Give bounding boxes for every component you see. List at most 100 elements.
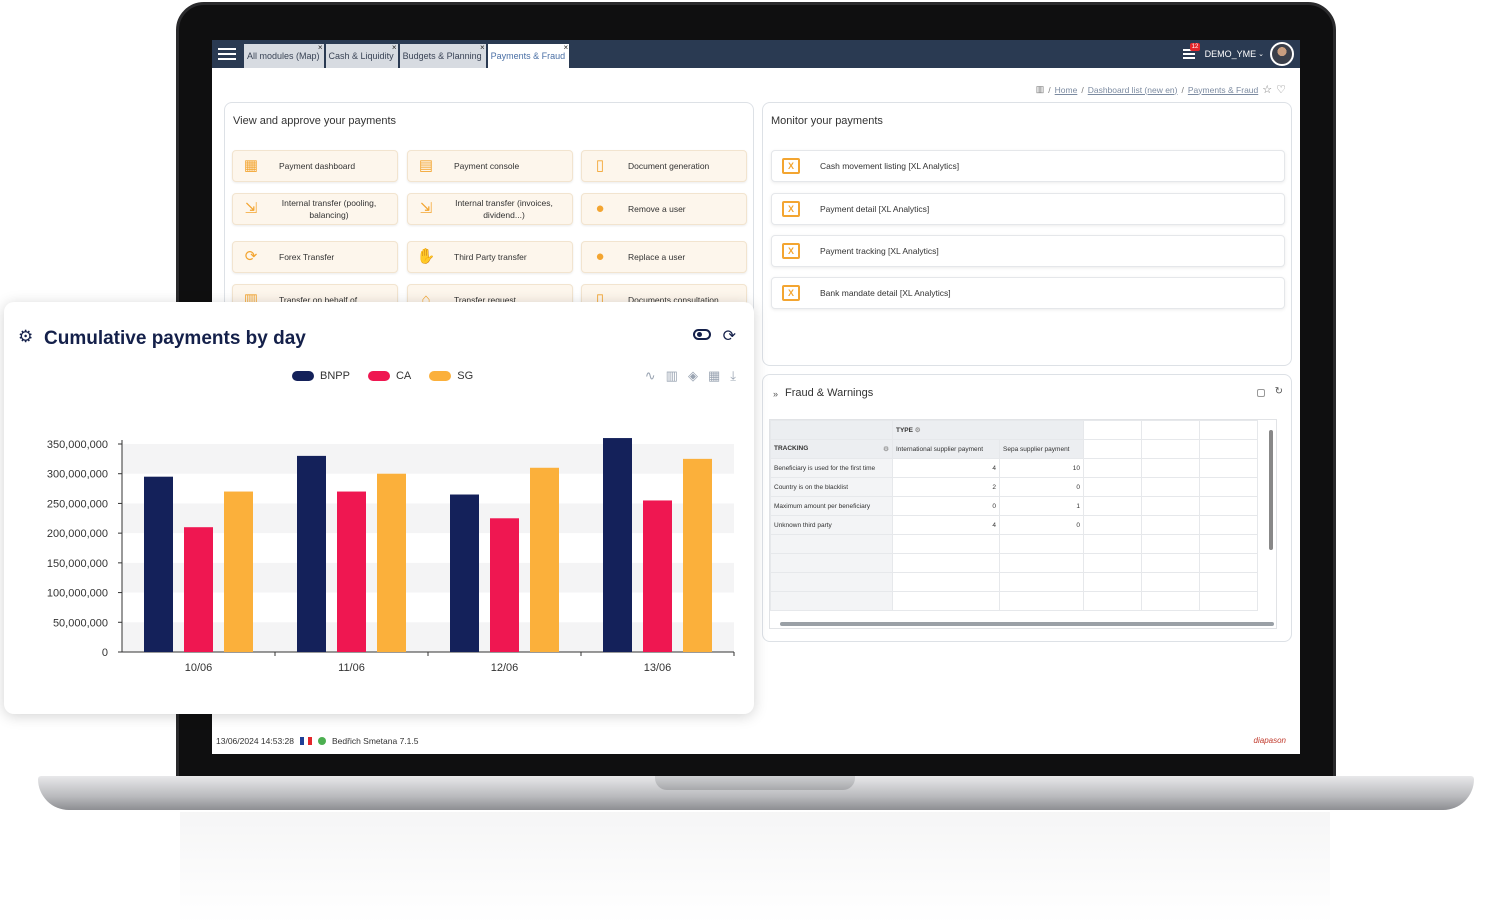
laptop-reflection (180, 812, 1330, 924)
breadcrumb-dashboard[interactable]: Dashboard list (new en) (1087, 84, 1178, 95)
remove-user-button[interactable]: ● Remove a user (581, 193, 747, 225)
hamburger-menu-icon[interactable] (218, 46, 236, 62)
refresh-icon[interactable]: ↻ (1274, 386, 1283, 397)
legend-label: CA (395, 370, 412, 382)
bar-ca-13-06 (643, 500, 672, 652)
chart-title: Cumulative payments by day (44, 328, 306, 349)
cell-value[interactable]: 1 (999, 496, 1084, 516)
bar-ca-10-06 (184, 527, 213, 652)
monitor-payments-panel: Monitor your payments X Cash movement lis… (762, 102, 1292, 366)
close-icon[interactable]: × (391, 43, 397, 52)
table-row: Maximum amount per beneficiary 0 1 (770, 496, 1258, 516)
horizontal-scrollbar[interactable] (780, 622, 1274, 626)
stack-icon[interactable]: ◈ (687, 368, 698, 383)
bar-ca-11-06 (337, 491, 366, 652)
cell-value[interactable]: 0 (892, 496, 1000, 516)
legend-swatch (429, 371, 452, 381)
bar-bnpp-11-06 (297, 455, 326, 652)
fraud-warnings-panel: » Fraud & Warnings ↻ TYPE ⚙ TRACKING ⚙ In… (762, 374, 1292, 642)
tab-all-modules[interactable]: All modules (Map) × (244, 43, 324, 68)
filter-icon[interactable]: ⚙ (883, 446, 889, 453)
heart-icon[interactable]: ♡ (1276, 84, 1286, 96)
cell-value[interactable]: 4 (892, 458, 1000, 478)
chevron-right-icon[interactable]: » (773, 389, 779, 399)
document-generation-button[interactable]: ▯ Document generation (581, 150, 747, 182)
gear-icon[interactable]: ⚙ (18, 327, 34, 346)
line-chart-icon[interactable]: ∿ (644, 368, 656, 383)
y-tick-label: 200,000,000 (47, 528, 108, 540)
tab-label: All modules (Map) (247, 51, 320, 61)
row-label: Country is on the blacklist (770, 477, 893, 497)
tab-label: Payments & Fraud (490, 51, 566, 61)
bank-mandate-detail-link[interactable]: X Bank mandate detail [XL Analytics] (771, 277, 1285, 309)
internal-transfer-pooling-button[interactable]: ⇲ Internal transfer (pooling, balancing) (232, 193, 398, 225)
footer-version: Bedřich Smetana 7.1.5 (332, 736, 419, 746)
refresh-icon[interactable]: ⟳ (722, 328, 736, 345)
chevron-down-icon[interactable]: ⌄ (1258, 51, 1264, 58)
x-tick-label: 11/06 (338, 662, 365, 674)
bar-bnpp-12-06 (450, 494, 479, 652)
module-tabs: All modules (Map) × Cash & Liquidity × Bud… (244, 43, 570, 68)
download-icon[interactable]: ⤓ (730, 368, 736, 383)
replace-user-button[interactable]: ● Replace a user (581, 241, 747, 273)
payment-console-button[interactable]: ▤ Payment console (407, 150, 573, 182)
chart-header-actions: ⟳ (692, 326, 736, 346)
avatar[interactable] (1270, 42, 1294, 66)
tab-budgets-planning[interactable]: Budgets & Planning × (399, 43, 486, 68)
table-row: Beneficiary is used for the first time 4 1… (770, 458, 1258, 478)
y-tick-label: 300,000,000 (47, 469, 108, 481)
user-icon: ● (595, 200, 605, 217)
cash-movement-listing-link[interactable]: X Cash movement listing [XL Analytics] (771, 150, 1285, 182)
legend-swatch (292, 371, 314, 381)
close-icon[interactable]: × (479, 43, 485, 52)
breadcrumb-current[interactable]: Payments & Fraud (1187, 84, 1259, 95)
column-header[interactable]: Sepa supplier payment (999, 439, 1084, 459)
third-party-transfer-button[interactable]: ✋ Third Party transfer (407, 241, 573, 273)
footer-datetime: 13/06/2024 14:53:28 (216, 736, 294, 746)
monitor-label: Payment detail [XL Analytics] (820, 204, 930, 214)
cell-value[interactable]: 0 (999, 477, 1084, 497)
cell-value[interactable]: 4 (892, 515, 1000, 535)
legend-item-bnpp[interactable]: BNPP (292, 370, 350, 382)
grid-band (122, 444, 734, 474)
notifications-icon[interactable]: 12 (1182, 43, 1201, 61)
action-label: Document generation (628, 161, 710, 171)
tab-payments-fraud[interactable]: Payments & Fraud × (487, 43, 570, 68)
filter-icon[interactable]: ⚙ (914, 427, 921, 434)
tab-cash-liquidity[interactable]: Cash & Liquidity × (325, 43, 398, 68)
payment-detail-link[interactable]: X Payment detail [XL Analytics] (771, 193, 1285, 225)
legend-item-ca[interactable]: CA (367, 370, 412, 382)
payment-dashboard-button[interactable]: ▦ Payment dashboard (232, 150, 398, 182)
tab-label: Budgets & Planning (402, 51, 482, 61)
vertical-scrollbar[interactable] (1268, 420, 1274, 590)
bar-chart: 0 50,000,000 100,000,000 150,000,000 200,000… (47, 438, 735, 674)
french-flag-icon[interactable] (300, 737, 312, 745)
legend-label: BNPP (320, 370, 350, 382)
close-icon[interactable]: × (563, 43, 569, 52)
y-tick-label: 150,000,000 (47, 558, 108, 570)
toggle-icon[interactable] (692, 329, 711, 340)
y-tick-label: 0 (102, 647, 108, 659)
payment-tracking-link[interactable]: X Payment tracking [XL Analytics] (771, 235, 1285, 267)
bar-sg-11-06 (377, 473, 406, 652)
column-header[interactable]: International supplier payment (892, 439, 1000, 459)
bar-chart-icon[interactable]: ▥ (665, 368, 678, 383)
action-label: Payment console (454, 161, 520, 171)
legend-item-sg[interactable]: SG (429, 370, 473, 382)
breadcrumb-home[interactable]: Home (1054, 84, 1078, 95)
forex-icon: ⟳ (244, 248, 258, 265)
maximize-icon[interactable] (1257, 389, 1265, 397)
bar-bnpp-10-06 (144, 476, 173, 652)
forex-transfer-button[interactable]: ⟳ Forex Transfer (232, 241, 398, 273)
grid-icon[interactable]: ▦ (707, 368, 721, 383)
cell-value[interactable]: 10 (999, 458, 1084, 478)
chart-icon: ▥ (1035, 84, 1045, 94)
user-name[interactable]: DEMO_YME (1204, 49, 1257, 59)
close-icon[interactable]: × (317, 43, 323, 52)
star-icon[interactable]: ☆ (1262, 84, 1273, 96)
bar-bnpp-13-06 (603, 438, 632, 652)
cell-value[interactable]: 2 (892, 477, 1000, 497)
breadcrumb: ▥ / Home / Dashboard list (new en) / Pay… (1035, 84, 1286, 96)
cell-value[interactable]: 0 (999, 515, 1084, 535)
internal-transfer-invoices-button[interactable]: ⇲ Internal transfer (invoices, dividend..… (407, 193, 573, 225)
